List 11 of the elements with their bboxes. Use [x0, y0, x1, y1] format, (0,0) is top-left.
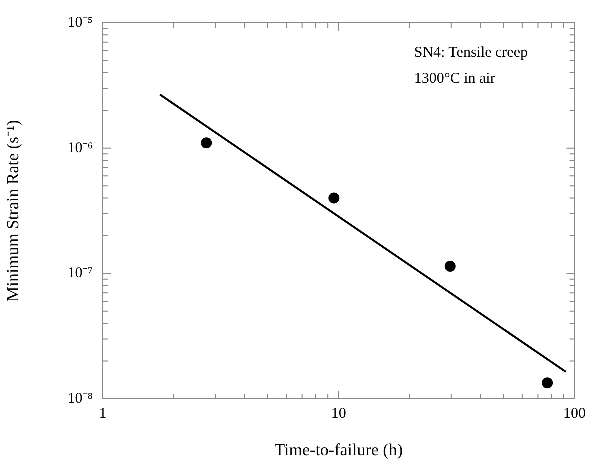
annotation: 1300°C in air	[414, 70, 496, 87]
y-tick-label: 10⁻⁵	[68, 14, 93, 31]
x-tick-label: 1	[99, 406, 107, 422]
y-tick-label: 10⁻⁷	[68, 266, 93, 282]
x-axis-title: Time-to-failure (h)	[274, 440, 404, 460]
annotation: SN4: Tensile creep	[414, 44, 528, 61]
y-axis-title: Minimum Strain Rate (s⁻¹)	[4, 120, 23, 302]
x-tick-label: 100	[564, 406, 586, 422]
y-tick-label: 10⁻⁸	[68, 390, 93, 407]
x-tick-label: 10	[331, 406, 346, 422]
y-tick-label: 10⁻⁶	[68, 140, 93, 156]
